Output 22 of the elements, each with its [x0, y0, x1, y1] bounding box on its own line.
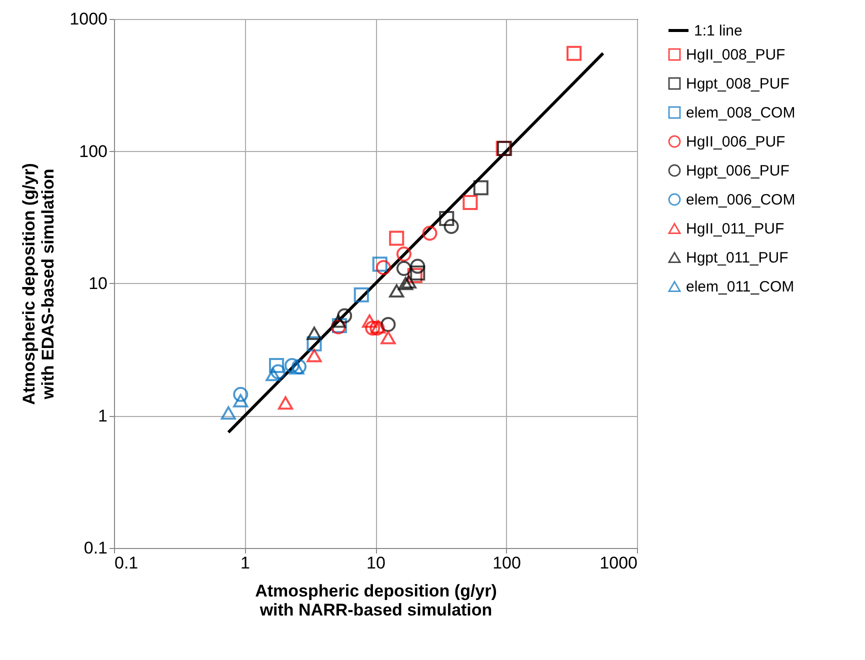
- x-tick-label: 1: [240, 554, 250, 572]
- y-tick-label: 1: [98, 406, 108, 426]
- x-tick-label: 1000: [600, 554, 638, 572]
- legend-label: 1:1 line: [694, 22, 742, 40]
- y-tick-label: 0.1: [84, 538, 108, 558]
- x-tick-label: 10: [366, 554, 386, 572]
- x-tick-label: 100: [492, 554, 521, 572]
- y-axis-title: Atmospheric deposition (g/yr) with EDAS-based simulation: [20, 163, 58, 405]
- legend-label: HgII_006_PUF: [686, 134, 786, 150]
- y-tick-label: 10: [88, 274, 108, 293]
- legend-label: Hgpt_011_PUF: [686, 250, 788, 266]
- legend-label: elem_011_COM: [686, 278, 794, 296]
- legend-label: Hgpt_006_PUF: [686, 162, 790, 180]
- legend-label: HgII_008_PUF: [686, 46, 786, 64]
- y-tick-label: 1000: [70, 10, 108, 28]
- legend-label: Hgpt_008_PUF: [686, 76, 790, 92]
- x-tick-label: 0.1: [114, 554, 138, 572]
- legend-label: elem_008_COM: [686, 104, 796, 122]
- y-tick-label: 100: [79, 142, 108, 161]
- x-axis-title: Atmospheric deposition (g/yr) with NARR-based simulation: [255, 582, 497, 620]
- legend-label: elem_006_COM: [686, 192, 796, 208]
- legend-label: HgII_011_PUF: [686, 220, 784, 238]
